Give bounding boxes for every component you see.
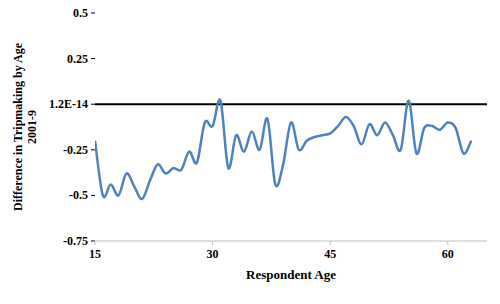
data-line (95, 99, 471, 199)
y-tick-label: -0.75 (63, 234, 88, 248)
y-tick-label: 0.5 (73, 6, 88, 20)
y-tick-label: -0.25 (63, 143, 88, 157)
x-tick-label: 15 (89, 247, 101, 261)
y-tick-label: 1.2E-14 (49, 97, 88, 111)
y-tick-label: -0.5 (69, 188, 88, 202)
x-tick (95, 241, 96, 245)
y-tick (91, 104, 95, 105)
x-tick-label: 30 (207, 247, 219, 261)
y-tick (91, 195, 95, 196)
y-tick (91, 13, 95, 14)
x-tick (330, 241, 331, 245)
x-tick-label: 60 (442, 247, 454, 261)
plot-area (95, 99, 471, 199)
x-axis-line (95, 241, 487, 242)
y-tick (91, 58, 95, 59)
x-axis-title: Respondent Age (246, 267, 336, 282)
y-axis-title: 2001-9 (25, 110, 39, 144)
chart: -0.75 -0.5 -0.25 1.2E-14 0.25 0.5 15 30 45 60 Resp… (0, 0, 500, 304)
x-tick (447, 241, 448, 245)
zero-line (95, 103, 487, 105)
y-tick (91, 149, 95, 150)
x-tick (212, 241, 213, 245)
x-tick-label: 45 (324, 247, 336, 261)
y-tick-label: 0.25 (67, 52, 88, 66)
y-tick (91, 241, 95, 242)
y-axis-title: Difference in Tripmaking by Age (11, 42, 25, 211)
